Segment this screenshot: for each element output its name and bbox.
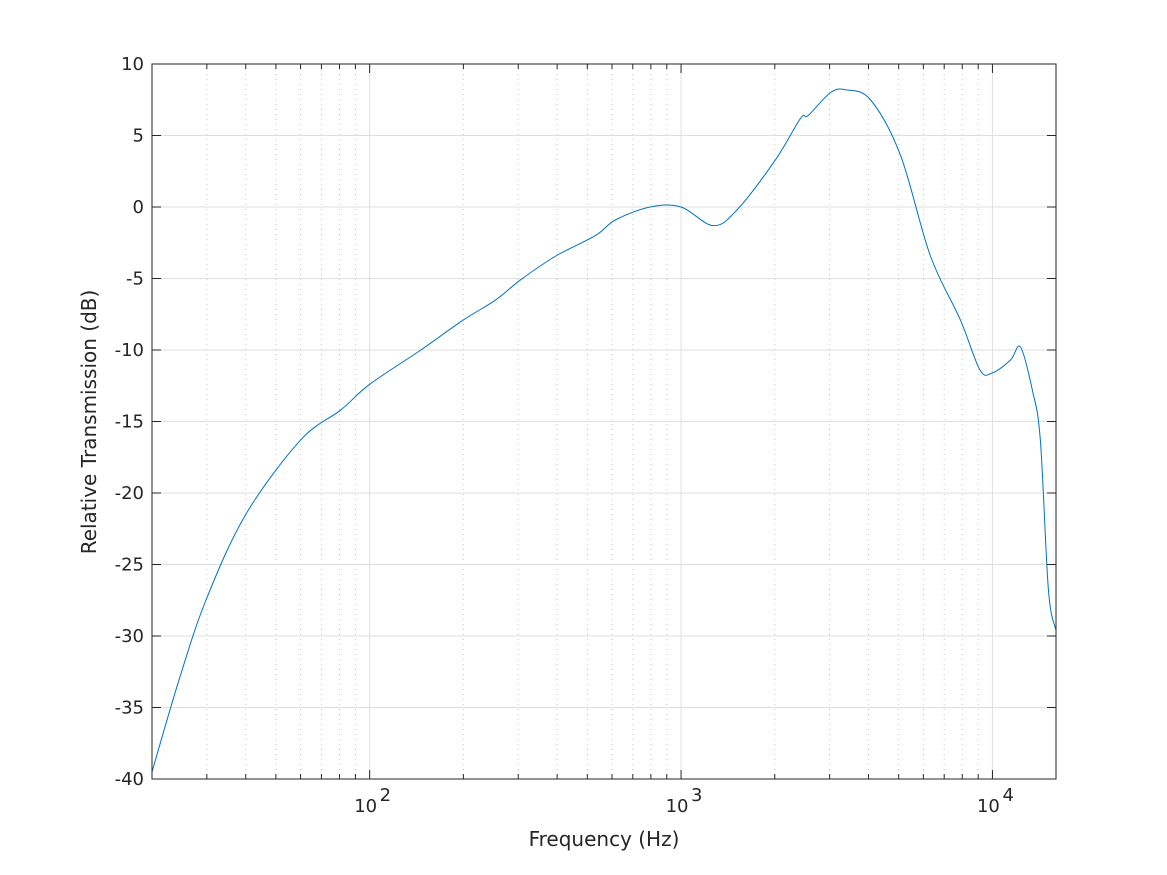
tick-label-y: -20 (115, 483, 144, 504)
grid (151, 63, 1056, 780)
tick-label-y: -30 (115, 626, 144, 647)
axes-box (151, 63, 1057, 780)
y-axis-label: Relative Transmission (dB) (77, 290, 101, 555)
tick-label-x-exponent: 3 (691, 785, 702, 806)
tick-label-x: 10 (977, 796, 1000, 817)
tick-label-y: 10 (121, 54, 144, 75)
tick-label-y: -5 (126, 269, 144, 290)
tick-label-x: 10 (666, 796, 689, 817)
series-line (151, 88, 1057, 772)
tick-label-y: -35 (115, 698, 144, 719)
tick-label-x-exponent: 4 (1002, 785, 1013, 806)
x-axis-label: Frequency (Hz) (529, 827, 680, 851)
tick-label-y: -25 (115, 555, 144, 576)
tick-label-y: 5 (133, 126, 144, 147)
tick-label-y: 0 (133, 197, 144, 218)
plot-area (151, 88, 1057, 772)
tick-label-y: -15 (115, 412, 144, 433)
tick-label-y: -10 (115, 340, 144, 361)
tick-label-x: 10 (354, 796, 377, 817)
tick-label-x-exponent: 2 (380, 785, 391, 806)
tick-label-y: -40 (115, 769, 144, 790)
